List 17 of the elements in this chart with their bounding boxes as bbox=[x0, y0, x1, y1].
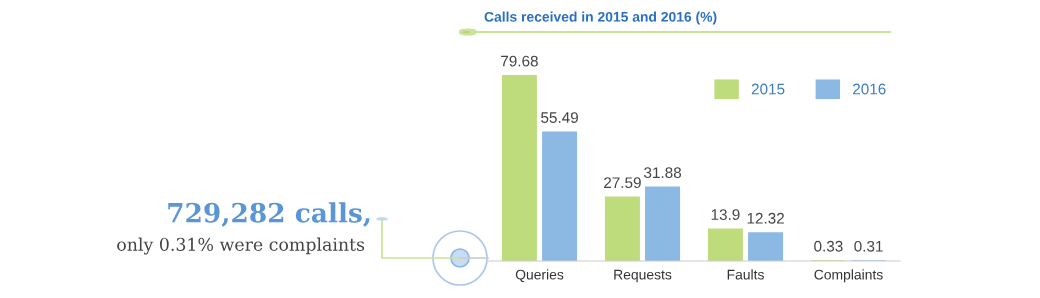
text: only 0.31% were complaints bbox=[117, 237, 365, 255]
data-label: 55.49 bbox=[541, 112, 578, 123]
x-tick-label: Faults bbox=[727, 269, 764, 280]
data-label: 31.88 bbox=[644, 167, 682, 179]
chart-title: Calls received in 2015 and 2016 (%) bbox=[484, 11, 717, 25]
data-label: 79.68 bbox=[501, 55, 538, 67]
data-label: 27.59 bbox=[604, 177, 641, 189]
x-tick-label: Requests bbox=[614, 269, 672, 283]
legend-label: 2015 bbox=[751, 83, 785, 95]
data-label: 0.31 bbox=[854, 240, 883, 252]
text: 729,282 calls, bbox=[168, 202, 370, 227]
x-tick-label: Queries bbox=[515, 269, 564, 283]
data-label: 12.32 bbox=[747, 212, 784, 224]
legend-label: 2016 bbox=[853, 83, 886, 95]
data-label: 0.33 bbox=[814, 240, 843, 252]
data-label: 13.9 bbox=[711, 209, 740, 220]
x-tick-label: Complaints bbox=[814, 269, 883, 283]
